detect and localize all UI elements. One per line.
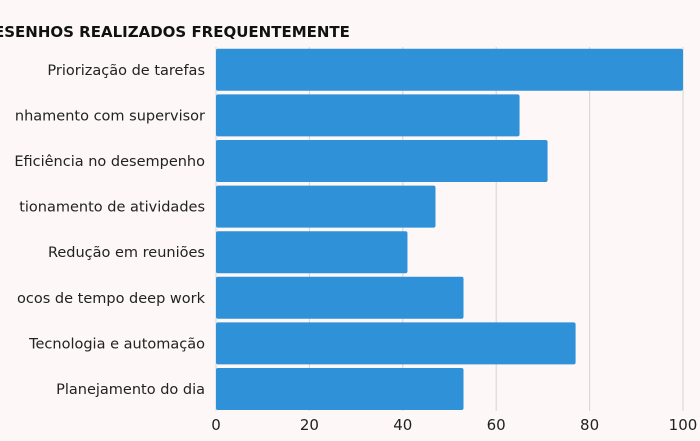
bar: [216, 276, 464, 319]
category-labels: Priorização de tarefas nhamento com super…: [14, 63, 205, 398]
bar: [216, 231, 408, 274]
bar: [216, 94, 520, 137]
bars: [216, 48, 683, 410]
bar: [216, 48, 683, 91]
category-label: Priorização de tarefas: [47, 63, 205, 79]
category-label: Eficiência no desempenho: [14, 154, 205, 170]
x-axis-ticks: 0 20 40 60 80 100: [211, 416, 697, 434]
bar: [216, 185, 436, 228]
category-label: Redução em reuniões: [48, 245, 205, 261]
x-tick-label: 100: [669, 416, 698, 434]
x-tick-label: 0: [211, 416, 221, 434]
bar: [216, 140, 548, 182]
x-tick-label: 80: [580, 416, 599, 434]
chart-title: ESENHOS REALIZADOS FREQUENTEMENTE: [0, 23, 350, 41]
bar: [216, 322, 576, 365]
category-label: nhamento com supervisor: [15, 108, 205, 124]
bar: [216, 368, 464, 410]
category-label: ocos de tempo deep work: [17, 291, 206, 307]
x-tick-label: 20: [300, 416, 319, 434]
category-label: Tecnologia e automação: [28, 336, 205, 352]
category-label: tionamento de atividades: [19, 200, 205, 216]
category-label: Planejamento do dia: [56, 382, 205, 398]
x-tick-label: 40: [393, 416, 412, 434]
x-tick-label: 60: [487, 416, 506, 434]
